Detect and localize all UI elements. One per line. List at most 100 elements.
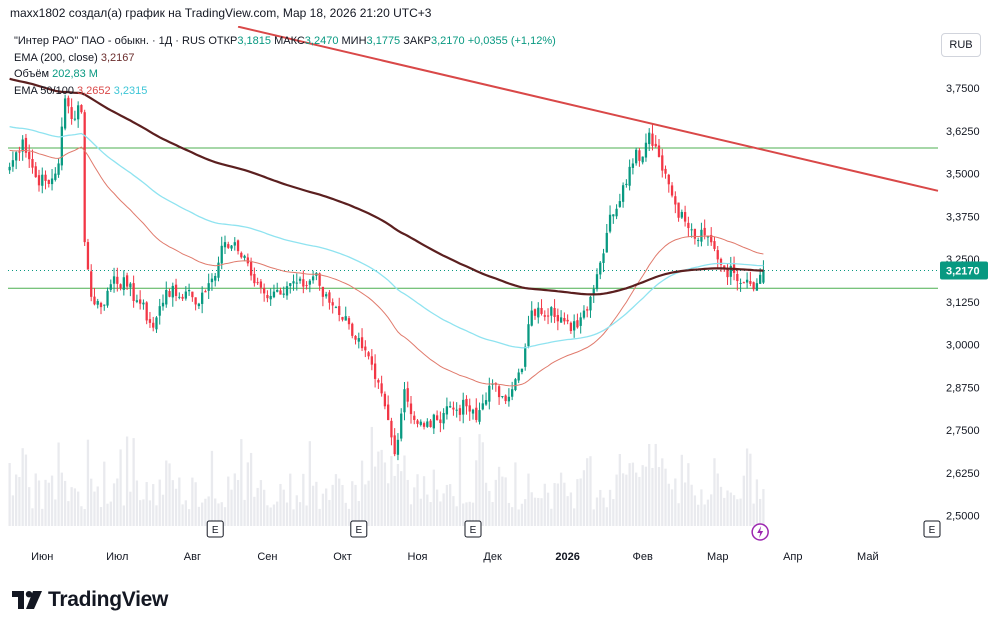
earnings-marker[interactable]: E <box>350 520 368 538</box>
volume-bar <box>710 494 713 526</box>
volume-bar <box>501 476 504 526</box>
volume-bar <box>367 480 370 526</box>
legend-volume[interactable]: Объём 202,83 М <box>14 66 556 83</box>
candle-body <box>246 257 249 264</box>
candle-body <box>458 408 462 415</box>
earnings-marker[interactable]: E <box>923 520 941 538</box>
candle-body <box>77 105 80 120</box>
candle-body <box>302 279 305 287</box>
volume-bar <box>325 488 328 526</box>
candle-body <box>409 403 413 415</box>
candle-body <box>599 262 602 275</box>
volume-bar <box>223 507 227 526</box>
price-tick-label: 3,1250 <box>946 297 980 309</box>
candle-body <box>367 352 370 357</box>
volume-bar <box>635 472 638 526</box>
candle-body <box>582 310 586 318</box>
candle-body <box>435 415 439 420</box>
candle-body <box>318 273 321 286</box>
candle-body <box>387 404 390 421</box>
candle-body <box>210 278 214 283</box>
volume-bar <box>181 504 184 526</box>
volume-bar <box>168 463 171 526</box>
candle-body <box>90 271 93 297</box>
volume-bar <box>21 448 24 526</box>
volume-bar <box>573 508 576 526</box>
volume-bar <box>28 487 31 526</box>
volume-bar <box>240 439 243 526</box>
volume-bar <box>504 477 507 526</box>
legend-ema50-100[interactable]: EMA 50/100 3,2652 3,2315 <box>14 83 556 100</box>
candle-body <box>11 160 15 167</box>
volume-bar <box>390 456 393 526</box>
volume-bar <box>54 499 57 526</box>
candle-body <box>259 281 263 288</box>
volume-bar <box>475 460 478 526</box>
legend-instrument[interactable]: "Интер РАО" ПАО - обыкн. · 1Д · RUS <box>14 35 206 47</box>
legend-ema200[interactable]: EMA (200, close) 3,2167 <box>14 50 556 67</box>
volume-bar <box>429 502 432 526</box>
volume-bar <box>50 475 54 526</box>
candle-body <box>282 293 285 295</box>
candle-body <box>697 240 700 242</box>
candle-body <box>556 315 559 322</box>
candle-body <box>269 295 272 300</box>
candle-body <box>54 173 57 180</box>
candle-body <box>249 262 253 276</box>
volume-bar <box>351 481 354 526</box>
volume-bar <box>125 436 129 526</box>
volume-bar <box>651 467 654 526</box>
volume-bar <box>762 489 765 526</box>
volume-bar <box>106 503 109 526</box>
volume-bar <box>263 489 266 526</box>
candle-body <box>608 214 612 232</box>
candle-body <box>125 275 129 287</box>
candle-body <box>524 346 527 367</box>
volume-bar <box>249 452 253 526</box>
volume-bar <box>511 507 514 526</box>
currency-button[interactable]: RUB <box>941 33 981 57</box>
volume-bar <box>204 498 207 526</box>
volume-bar <box>615 474 618 526</box>
volume-bar <box>37 480 41 526</box>
tradingview-logo[interactable]: TradingView <box>12 588 168 612</box>
volume-bar <box>527 473 530 526</box>
volume-bar <box>687 463 690 526</box>
candle-body <box>429 420 432 427</box>
volume-bar <box>272 504 276 526</box>
candle-body <box>18 151 21 153</box>
candle-body <box>546 315 550 317</box>
volume-bar <box>214 498 217 526</box>
volume-bar <box>514 462 517 526</box>
candle-body <box>41 174 44 186</box>
volume-bar <box>628 463 631 526</box>
candle-body <box>122 277 125 290</box>
volume-bar <box>230 489 233 526</box>
volume-bar <box>63 480 67 526</box>
volume-bar <box>99 507 103 526</box>
candle-body <box>60 126 63 166</box>
candle-body <box>654 143 657 147</box>
candle-body <box>145 302 148 321</box>
volume-bar <box>462 503 465 526</box>
legend-ema100-value: 3,2315 <box>113 84 148 97</box>
candle-body <box>240 252 243 258</box>
lightning-icon[interactable] <box>751 523 769 541</box>
volume-bar <box>716 473 719 526</box>
candle-body <box>148 319 152 323</box>
candle-body <box>243 255 246 258</box>
volume-bar <box>416 474 419 526</box>
candle-body <box>484 400 488 405</box>
volume-bar <box>749 453 752 526</box>
volume-bar <box>93 491 96 526</box>
volume-bar <box>700 489 703 526</box>
volume-bar <box>713 458 716 526</box>
volume-bar <box>488 490 491 526</box>
candle-body <box>615 208 618 217</box>
volume-bar <box>8 463 11 526</box>
earnings-marker[interactable]: E <box>464 520 482 538</box>
legend-open-label: ОТКР <box>208 35 238 47</box>
earnings-marker[interactable]: E <box>206 520 224 538</box>
